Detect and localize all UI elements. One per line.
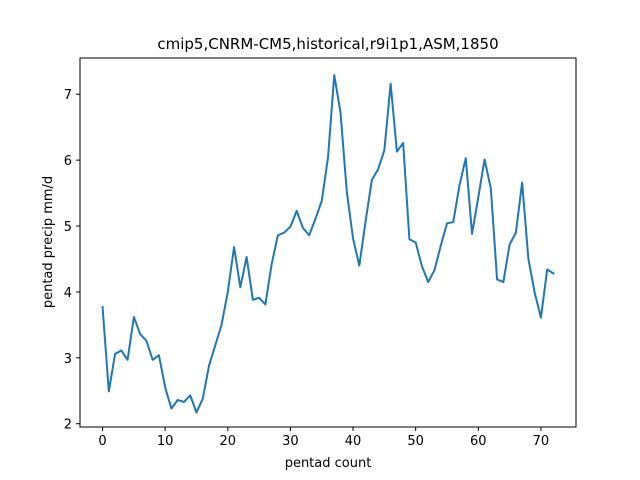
x-tick-label: 20 (220, 434, 237, 449)
plot-area (79, 57, 577, 428)
chart-title: cmip5,CNRM-CM5,historical,r9i1p1,ASM,185… (157, 35, 498, 53)
x-axis-ticks: 0 10 20 30 40 50 60 70 (98, 427, 549, 449)
y-tick-label: 7 (64, 88, 72, 103)
series-line-0 (101, 74, 555, 414)
y-tick-label: 6 (64, 154, 72, 169)
axes-frame (79, 57, 577, 428)
y-tick-label: 2 (64, 418, 72, 433)
x-tick-label: 50 (407, 434, 424, 449)
y-tick-label: 5 (64, 220, 72, 235)
x-tick-label: 60 (470, 434, 487, 449)
y-tick-label: 4 (64, 286, 72, 301)
x-tick-label: 0 (98, 434, 106, 449)
y-tick-label: 3 (64, 352, 72, 367)
x-tick-label: 30 (282, 434, 299, 449)
x-axis-label: pentad count (285, 456, 372, 471)
x-tick-label: 40 (345, 434, 362, 449)
y-axis-ticks: 2 3 4 5 6 7 (64, 88, 80, 433)
x-tick-label: 10 (157, 434, 174, 449)
x-tick-label: 70 (533, 434, 550, 449)
y-axis-label: pentad precip mm/d (41, 176, 56, 308)
